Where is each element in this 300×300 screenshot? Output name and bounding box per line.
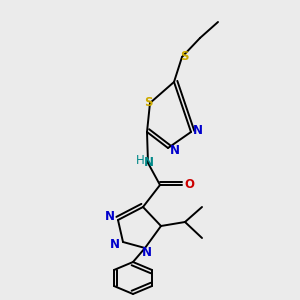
Text: N: N — [142, 247, 152, 260]
Text: N: N — [144, 157, 154, 169]
Text: N: N — [105, 211, 115, 224]
Text: N: N — [170, 143, 180, 157]
Text: H: H — [136, 154, 144, 167]
Text: S: S — [180, 50, 188, 64]
Text: N: N — [193, 124, 203, 136]
Text: S: S — [144, 97, 152, 110]
Text: O: O — [184, 178, 194, 191]
Text: N: N — [110, 238, 120, 251]
